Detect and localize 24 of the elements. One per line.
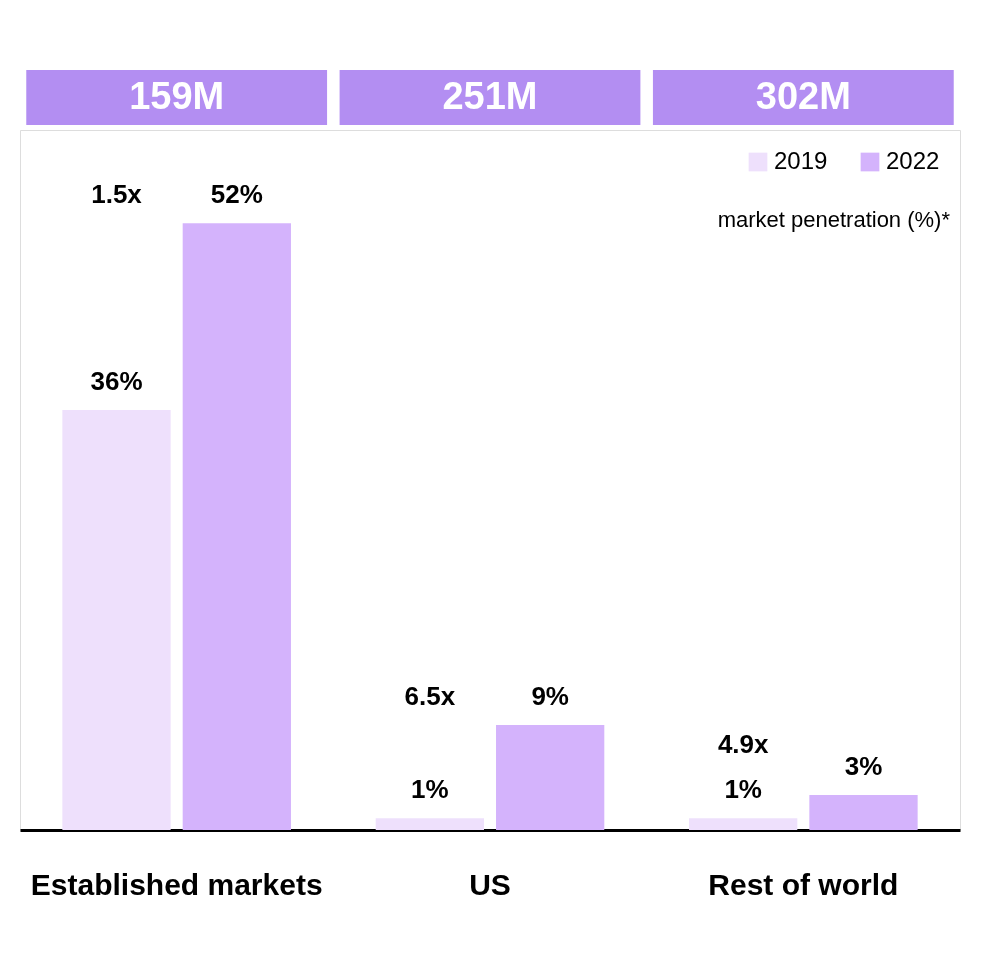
bar xyxy=(496,725,605,830)
annotation: market penetration (%)* xyxy=(717,207,951,232)
data-label: 52% xyxy=(210,179,263,210)
x-tick-label: Established markets xyxy=(30,867,323,901)
bar xyxy=(62,410,171,830)
bar xyxy=(182,223,291,830)
legend-label: 2019 xyxy=(774,147,828,174)
text: 302M xyxy=(755,75,851,117)
data-label: 3% xyxy=(844,751,883,781)
data-label: 9% xyxy=(531,681,569,711)
bar xyxy=(689,818,798,830)
annotation: 6.5x xyxy=(404,681,456,711)
annotation: 1.5x xyxy=(91,179,143,210)
x-tick-label: US xyxy=(469,867,511,901)
legend-label: 2022 xyxy=(886,147,940,174)
data-label: 36% xyxy=(90,366,143,396)
data-label: 1% xyxy=(411,774,449,805)
data-label: 1% xyxy=(724,774,762,805)
annotation: 4.9x xyxy=(717,729,770,760)
bar xyxy=(809,795,918,830)
bar xyxy=(375,818,484,830)
text: 251M xyxy=(442,75,538,117)
text: 159M xyxy=(129,75,225,117)
x-tick-label: Rest of world xyxy=(708,867,899,901)
